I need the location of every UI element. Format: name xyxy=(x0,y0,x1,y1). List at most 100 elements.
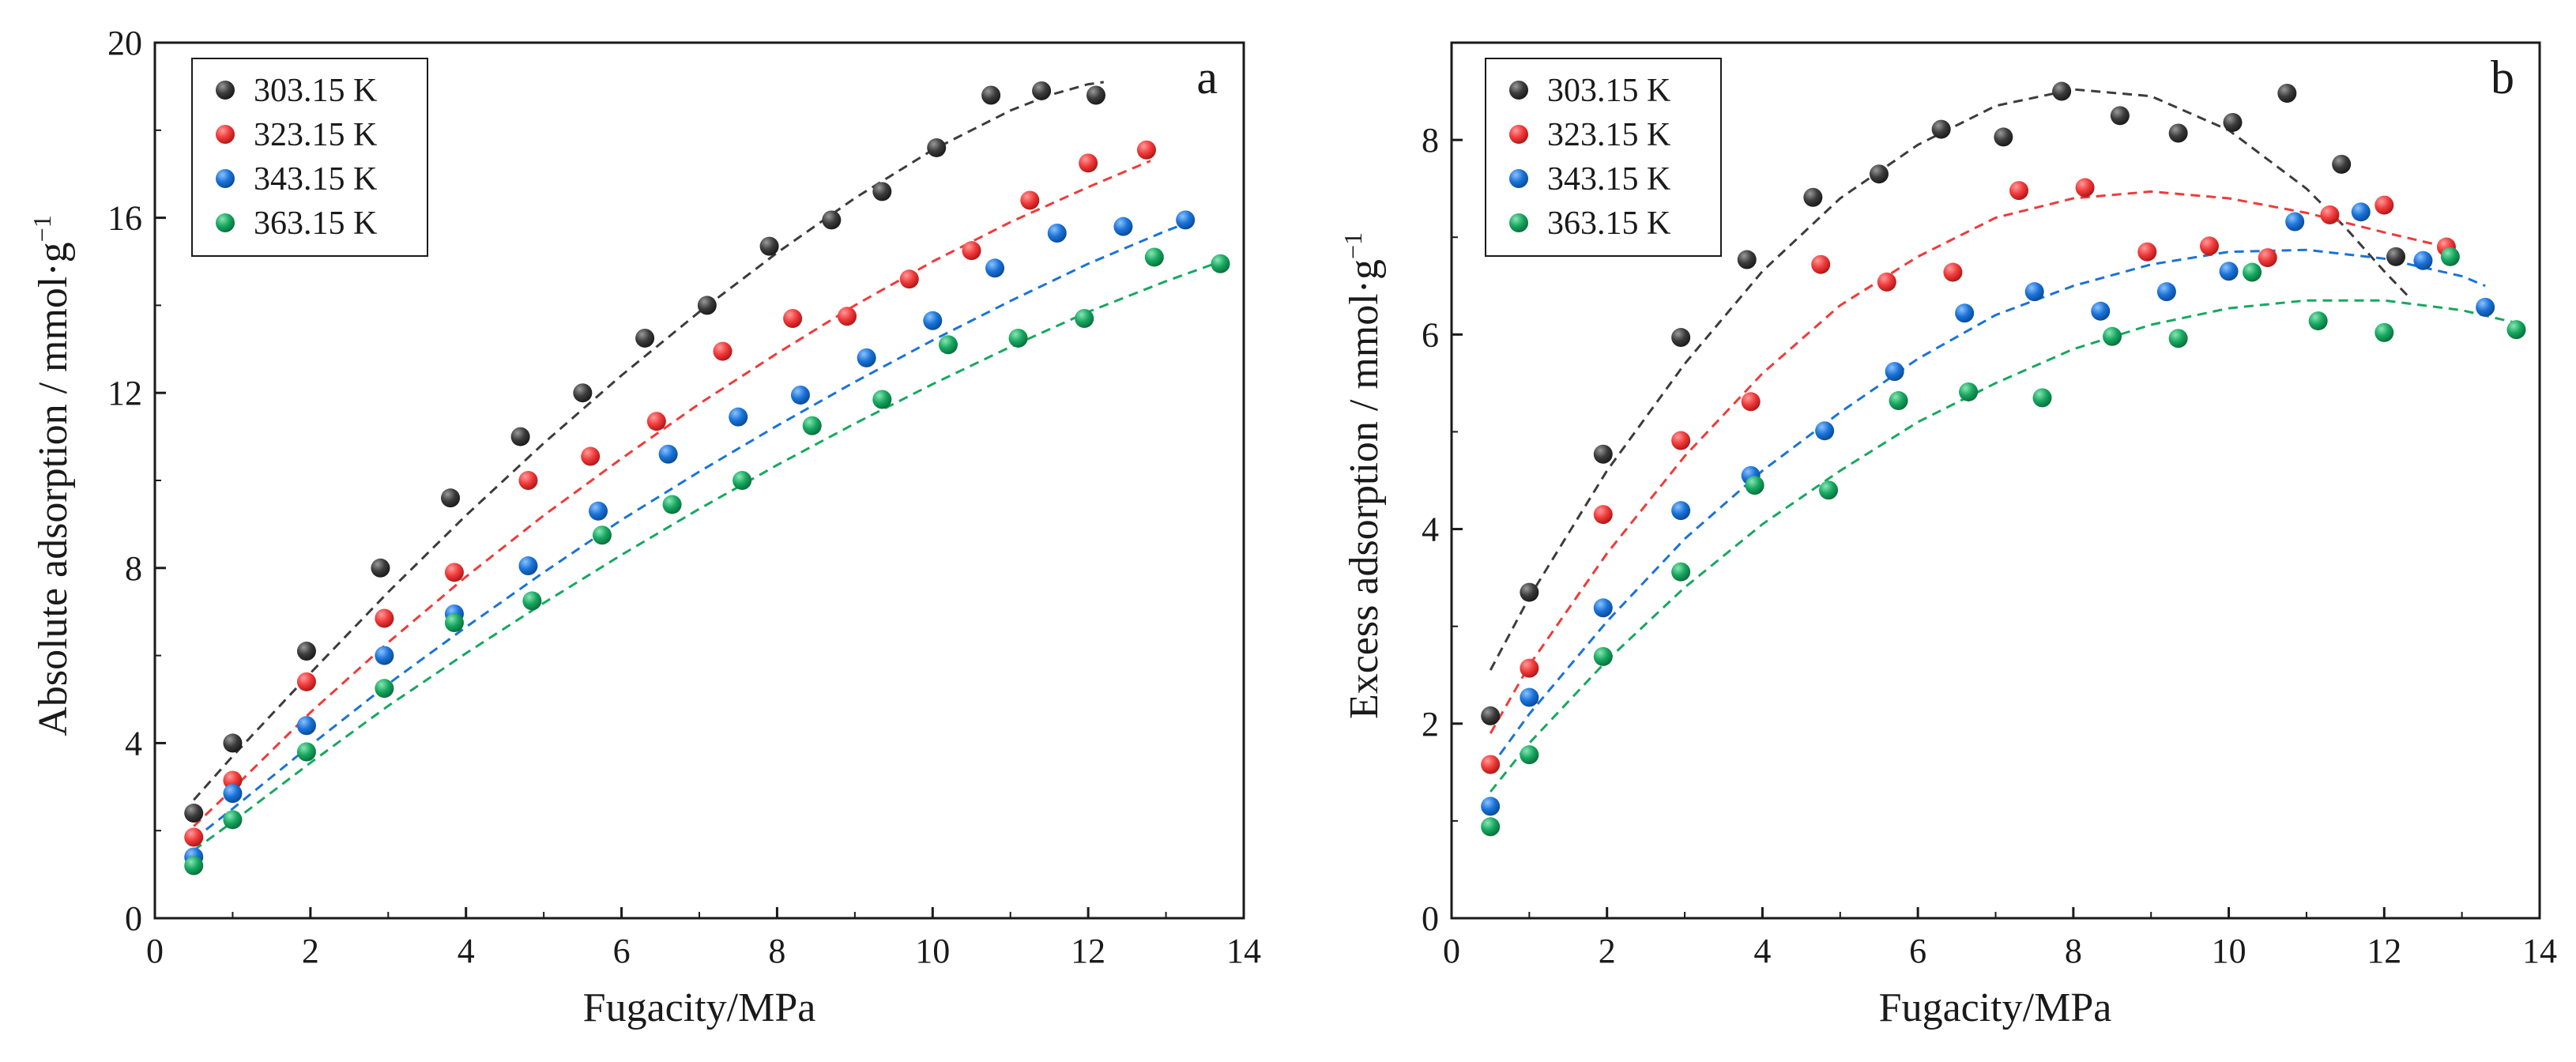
panel-b-point-36315 xyxy=(2032,388,2052,408)
panel-a-point-30315 xyxy=(223,733,243,753)
panel-a-point-32315 xyxy=(444,563,464,582)
panel-a-point-30315 xyxy=(697,296,717,315)
panel-b-point-34315 xyxy=(2285,212,2305,232)
panel-a-legend-marker-36315 xyxy=(216,213,235,232)
panel-a-point-34315 xyxy=(790,385,810,405)
panel-b-point-32315 xyxy=(1811,254,1831,274)
panel-b-point-30315 xyxy=(2110,106,2130,126)
panel-b-letter: b xyxy=(2491,51,2514,104)
panel-b-fit-curve-30315 xyxy=(1489,88,2408,671)
panel-a-point-36315 xyxy=(802,416,822,435)
panel-b-point-36315 xyxy=(2506,320,2526,340)
panel-a-point-34315 xyxy=(923,311,943,330)
panel-b-point-36315 xyxy=(2168,329,2188,348)
panel-b-legend-marker-32315 xyxy=(1509,125,1528,144)
panel-b-point-34315 xyxy=(2156,282,2176,302)
panel-b-legend-label-34315: 343.15 K xyxy=(1547,161,1670,198)
panel-b-point-30315 xyxy=(1593,444,1613,464)
panel-a-y-ticks: 0 4 8 12 16 20 xyxy=(107,24,166,938)
panel-a-point-30315 xyxy=(872,182,892,201)
panel-a-point-36315 xyxy=(938,335,958,355)
panel-b-legend-marker-34315 xyxy=(1509,169,1528,188)
panel-a-point-36315 xyxy=(223,810,243,830)
panel-a-point-34315 xyxy=(985,258,1005,278)
panel-a-data-points xyxy=(184,81,1230,876)
panel-b-point-30315 xyxy=(2168,123,2188,143)
panel-a-point-34315 xyxy=(223,784,243,804)
panel-b-fit-curve-34315 xyxy=(1489,248,2486,769)
panel-b-point-34315 xyxy=(1885,362,1904,382)
panel-a-x-tick-label: 4 xyxy=(458,932,475,970)
panel-a-point-32315 xyxy=(1020,190,1040,210)
panel-b-point-32315 xyxy=(1671,431,1691,450)
panel-a-point-36315 xyxy=(662,495,682,514)
panel-b-point-30315 xyxy=(1520,582,1539,602)
panel-b-legend-marker-30315 xyxy=(1509,81,1528,100)
panel-b-point-36315 xyxy=(1481,817,1501,837)
panel-b-point-30315 xyxy=(2052,81,2072,101)
panel-a-point-34315 xyxy=(518,556,538,576)
panel-b-point-32315 xyxy=(2075,178,2095,198)
panel-a-y-axis-title-exponent: −1 xyxy=(28,215,56,242)
panel-b-fit-curve-36315 xyxy=(1489,299,2517,793)
panel-a-point-34315 xyxy=(857,348,876,367)
panel-b-point-34315 xyxy=(1520,687,1539,707)
panel-b-legend-label-30315: 303.15 K xyxy=(1547,73,1670,109)
panel-a-point-34315 xyxy=(296,716,316,736)
panel-b-point-36315 xyxy=(2440,247,2460,266)
panel-a-point-32315 xyxy=(581,446,601,466)
panel-b-y-axis-title-main: Excess adsorption / mmol·g xyxy=(1342,259,1387,719)
panel-b-y-axis-title-exponent: −1 xyxy=(1339,232,1367,259)
panel-a-x-tick-label: 10 xyxy=(915,932,950,970)
panel-b-data-points xyxy=(1481,81,2526,837)
panel-a-x-tick-label: 2 xyxy=(302,932,319,970)
panel-a-x-tick-label: 0 xyxy=(146,932,164,970)
panel-a-point-32315 xyxy=(899,269,919,289)
panel-a-legend-label-34315: 343.15 K xyxy=(254,161,377,198)
panel-a-point-32315 xyxy=(838,307,857,326)
panel-a-point-34315 xyxy=(658,444,678,464)
panel-b-point-34315 xyxy=(2351,202,2371,222)
panel-b-point-32315 xyxy=(1520,658,1539,678)
panel-b-y-ticks: 0 2 4 6 8 xyxy=(1422,121,1463,938)
panel-a-y-tick-label: 0 xyxy=(125,899,142,938)
panel-a-legend-label-30315: 303.15 K xyxy=(254,73,377,109)
panel-a-point-32315 xyxy=(1136,140,1156,160)
panel-a-point-30315 xyxy=(1032,81,1052,100)
panel-b-point-34315 xyxy=(1671,501,1691,521)
panel-b-point-36315 xyxy=(2103,326,2122,346)
panel-a-x-tick-label: 6 xyxy=(613,932,631,970)
panel-b-x-tick-label: 4 xyxy=(1753,932,1771,970)
panel-b-point-30315 xyxy=(1869,164,1889,184)
panel-a-point-32315 xyxy=(713,341,733,361)
panel-b-point-36315 xyxy=(1520,745,1539,765)
panel-b-point-32315 xyxy=(1741,392,1761,412)
panel-a-point-36315 xyxy=(296,742,316,762)
panel-a-point-36315 xyxy=(872,390,892,409)
panel-a-point-32315 xyxy=(223,770,243,790)
panel-b-point-30315 xyxy=(1481,706,1501,725)
panel-b-y-tick-label: 2 xyxy=(1422,705,1439,744)
panel-a-point-36315 xyxy=(375,679,394,699)
panel-a-x-tick-label: 12 xyxy=(1071,932,1105,970)
panel-a-point-36315 xyxy=(592,525,612,545)
panel-a-y-axis-title-main: Absolute adsorption / mmol·g xyxy=(31,242,76,736)
panel-a-point-30315 xyxy=(371,558,390,578)
panel-b-x-tick-label: 10 xyxy=(2212,932,2246,970)
panel-b-x-axis-title: Fugacity/MPa xyxy=(1879,985,2112,1030)
panel-a-point-30315 xyxy=(635,328,655,348)
panel-b-legend: 303.15 K 323.15 K 343.15 K 363.15 K xyxy=(1485,58,1722,257)
panel-b-point-36315 xyxy=(1593,646,1613,666)
panel-a-point-36315 xyxy=(1144,247,1164,267)
panel-b-legend-marker-36315 xyxy=(1509,213,1528,232)
panel-b-point-34315 xyxy=(2476,297,2495,317)
panel-b-y-tick-label: 4 xyxy=(1422,510,1439,549)
panel-b-point-32315 xyxy=(2375,195,2394,215)
panel-b-x-tick-label: 0 xyxy=(1443,932,1460,970)
panel-b-point-32315 xyxy=(2009,181,2029,201)
panel-a-point-34315 xyxy=(1113,217,1133,236)
panel-b-point-30315 xyxy=(2277,84,2297,104)
panel-a-y-axis-title: Absolute adsorption / mmol·g−1 xyxy=(28,215,76,736)
panel-b-point-32315 xyxy=(1877,272,1896,292)
